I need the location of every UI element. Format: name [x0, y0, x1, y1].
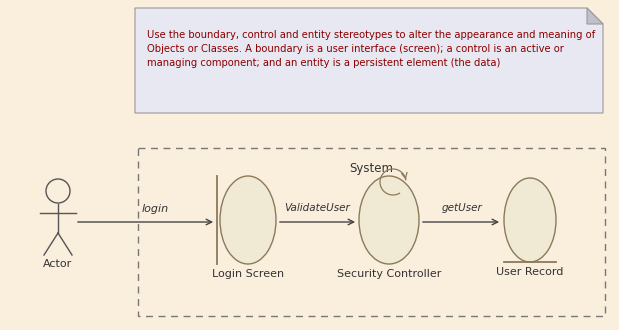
Polygon shape — [135, 8, 603, 113]
Text: Use the boundary, control and entity stereotypes to alter the appearance and mea: Use the boundary, control and entity ste… — [147, 30, 595, 40]
Text: Objects or Classes. A boundary is a user interface (screen); a control is an act: Objects or Classes. A boundary is a user… — [147, 44, 564, 54]
Text: ValidateUser: ValidateUser — [284, 203, 350, 213]
Polygon shape — [587, 8, 603, 24]
Text: Actor: Actor — [43, 259, 72, 269]
Text: getUser: getUser — [441, 203, 482, 213]
Ellipse shape — [359, 176, 419, 264]
Text: Security Controller: Security Controller — [337, 269, 441, 279]
Bar — [138, 148, 605, 316]
Ellipse shape — [504, 178, 556, 262]
Text: System: System — [350, 162, 394, 175]
Text: managing component; and an entity is a persistent element (the data): managing component; and an entity is a p… — [147, 58, 500, 68]
Text: User Record: User Record — [496, 267, 564, 277]
Ellipse shape — [220, 176, 276, 264]
Text: login: login — [141, 204, 168, 214]
Text: Login Screen: Login Screen — [212, 269, 284, 279]
